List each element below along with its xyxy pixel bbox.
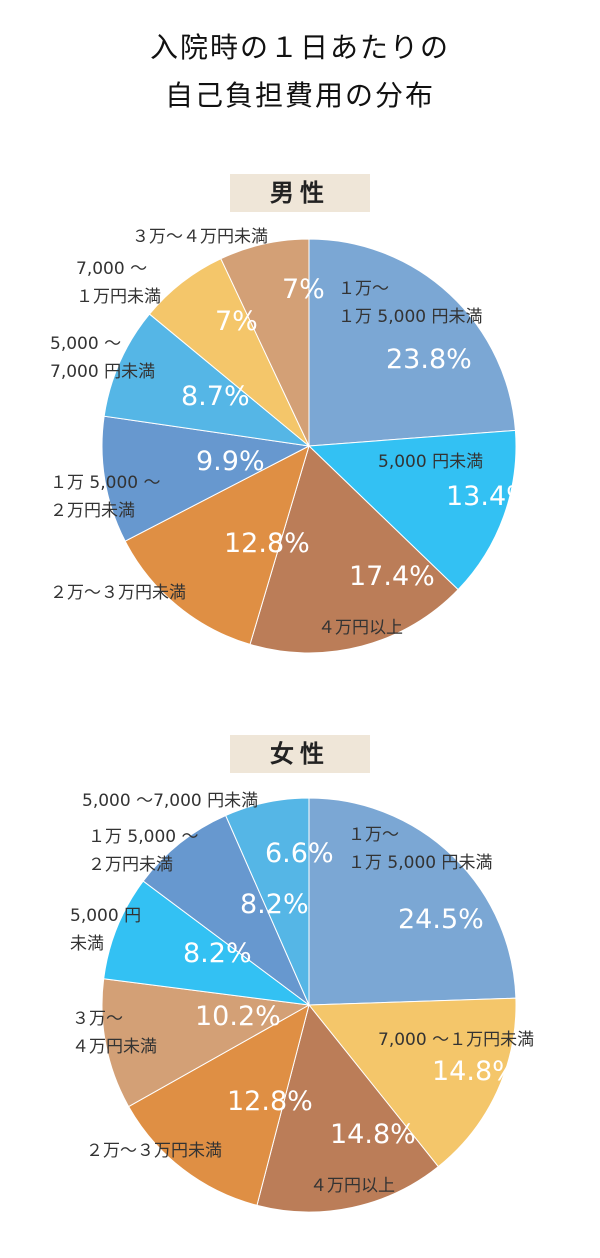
male-pie-slice-4 — [101, 415, 311, 542]
male-pct-label-5: 8.7% — [181, 381, 250, 412]
female-category-label-0: １万〜１万 5,000 円未満 — [348, 825, 492, 873]
female-category-label-2: ４万円以上 — [310, 1176, 395, 1196]
female-pct-label-0: 24.5% — [398, 904, 484, 935]
male-pct-label-6: 7% — [215, 306, 258, 337]
female-pie-slice-6 — [142, 814, 311, 1007]
chart-title-line2: 自己負担費用の分布 — [164, 79, 435, 112]
male-category-label-6: 7,000 〜１万円未満 — [76, 259, 161, 307]
male-pie-slice-3 — [124, 445, 310, 646]
female-pct-label-1: 14.8% — [432, 1056, 518, 1087]
female-pct-label-5: 8.2% — [183, 938, 252, 969]
female-pie-slice-2 — [256, 1003, 440, 1213]
male-pie-chart: 23.8% 13.4% 17.4% 12.8% 9.9% 8.7% 7% 7% １万〜１万 5,… — [50, 227, 532, 654]
female-pct-label-7: 6.6% — [265, 838, 334, 869]
female-category-label-5: 5,000 円未満 — [70, 906, 141, 954]
male-category-label-3: ２万〜３万円未満 — [50, 583, 186, 603]
male-pie-slice-7 — [220, 238, 310, 447]
chart-title-line1: 入院時の１日あたりの — [149, 31, 450, 64]
female-chart-block: 24.5% 14.8% 14.8% 12.8% 10.2% 8.2% 8.2% 6.6% １万〜… — [0, 735, 600, 1255]
male-pct-label-4: 9.9% — [196, 446, 265, 477]
male-category-label-4: １万 5,000 〜２万円未満 — [50, 473, 160, 521]
female-pie-slice-5 — [103, 880, 311, 1006]
male-category-label-1: 5,000 円未満 — [378, 452, 483, 472]
male-chart-block: 23.8% 13.4% 17.4% 12.8% 9.9% 8.7% 7% 7% １万〜１万 5,… — [0, 170, 600, 670]
female-pie-slice-0 — [308, 797, 517, 1006]
female-pct-label-2: 14.8% — [330, 1119, 416, 1150]
female-section-label: 女性 — [230, 735, 370, 773]
male-category-label-0: １万〜１万 5,000 円未満 — [338, 279, 482, 327]
male-pct-label-3: 12.8% — [224, 528, 310, 559]
male-pie-slice-0 — [308, 238, 516, 447]
male-category-label-5: 5,000 〜 7,000 円未満 — [50, 334, 155, 382]
female-pie-chart: 24.5% 14.8% 14.8% 12.8% 10.2% 8.2% 8.2% 6.6% １万〜… — [70, 791, 534, 1213]
female-category-label-1: 7,000 〜１万円未満 — [378, 1030, 534, 1050]
male-pie-slice-2 — [249, 445, 459, 654]
female-pct-label-3: 12.8% — [227, 1086, 313, 1117]
male-category-label-2: ４万円以上 — [318, 618, 403, 638]
female-category-label-4: ３万〜４万円未満 — [72, 1009, 157, 1057]
male-pct-label-7: 7% — [282, 274, 325, 305]
male-pct-label-2: 17.4% — [349, 561, 435, 592]
female-pie-slice-7 — [225, 797, 310, 1006]
male-pct-label-0: 23.8% — [386, 344, 472, 375]
female-pie-slice-1 — [307, 997, 517, 1168]
female-pct-label-4: 10.2% — [195, 1001, 281, 1032]
male-section-label: 男性 — [230, 174, 370, 212]
male-pie-slice-5 — [103, 313, 311, 447]
female-pct-label-6: 8.2% — [240, 889, 309, 920]
female-pie-slice-4 — [101, 978, 311, 1108]
male-pct-label-1: 13.4% — [446, 481, 532, 512]
female-category-label-7: 5,000 〜7,000 円未満 — [82, 791, 258, 811]
female-pie-slice-3 — [127, 1003, 310, 1206]
female-category-label-6: １万 5,000 〜２万円未満 — [88, 827, 198, 875]
male-pie-slice-1 — [307, 429, 517, 591]
female-category-label-3: ２万〜３万円未満 — [86, 1141, 222, 1161]
male-category-label-7: ３万〜４万円未満 — [132, 227, 268, 247]
